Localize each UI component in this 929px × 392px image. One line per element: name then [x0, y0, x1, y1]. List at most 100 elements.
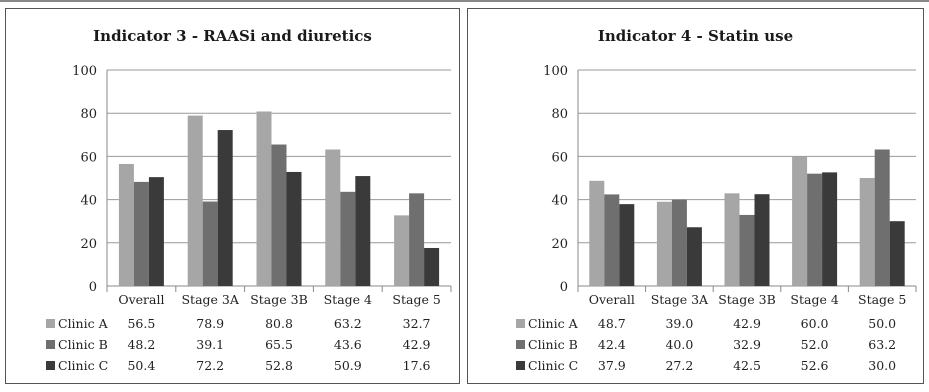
data-table-value: 48.2	[127, 337, 155, 352]
x-category-label: Overall	[589, 292, 635, 307]
y-tick-label: 0	[560, 280, 568, 295]
data-table-value: 65.5	[265, 337, 293, 352]
bar	[874, 149, 890, 286]
data-table-value: 17.6	[403, 358, 431, 373]
x-category-label: Stage 4	[790, 292, 838, 307]
bar	[859, 178, 875, 286]
bar	[424, 247, 440, 286]
x-category-label: Stage 3A	[181, 292, 239, 307]
bar	[822, 172, 838, 286]
data-table-value: 48.7	[598, 316, 626, 331]
data-table-value: 56.5	[127, 316, 155, 331]
legend-label: Clinic A	[528, 316, 579, 331]
x-category-label: Stage 3B	[250, 292, 308, 307]
bar	[724, 193, 740, 286]
bar	[286, 171, 302, 286]
legend-label: Clinic A	[58, 316, 109, 331]
x-category-label: Stage 3A	[651, 292, 709, 307]
x-category-label: Stage 4	[324, 292, 372, 307]
y-tick-label: 0	[89, 280, 97, 295]
bar	[619, 204, 635, 286]
legend-swatch	[516, 340, 525, 349]
data-table-value: 60.0	[801, 316, 829, 331]
y-tick-label: 20	[551, 237, 568, 252]
data-table-value: 52.0	[801, 337, 829, 352]
y-tick-label: 100	[72, 64, 97, 79]
top-border-line	[0, 0, 929, 2]
chart-title: Indicator 4 - Statin use	[598, 27, 793, 45]
legend-label: Clinic C	[58, 358, 108, 373]
bar	[656, 201, 672, 286]
bar	[754, 194, 770, 286]
data-table-value: 63.2	[334, 316, 362, 331]
data-table-value: 42.5	[733, 358, 761, 373]
y-tick-label: 100	[543, 64, 568, 79]
chart-panel-indicator-4: Indicator 4 - Statin use 0 20 40 60 80 100 Over…	[467, 8, 924, 384]
y-tick-label: 60	[551, 150, 568, 165]
y-tick-label: 60	[80, 150, 97, 165]
data-table-value: 78.9	[196, 316, 224, 331]
bar	[202, 201, 218, 286]
data-table-value: 50.4	[127, 358, 155, 373]
bar	[686, 227, 702, 286]
legend-label: Clinic B	[58, 337, 108, 352]
data-table-value: 43.6	[334, 337, 362, 352]
bar	[133, 181, 149, 286]
y-tick-label: 80	[551, 107, 568, 122]
data-table-value: 42.4	[598, 337, 626, 352]
y-tick-label: 40	[551, 194, 568, 209]
chart-indicator-4: Indicator 4 - Statin use 0 20 40 60 80 100 Over…	[516, 27, 917, 373]
legend-swatch	[516, 319, 525, 328]
bar	[889, 221, 905, 286]
bar	[187, 115, 203, 287]
bar	[671, 199, 687, 286]
x-category-label: Stage 5	[392, 292, 440, 307]
bar	[807, 173, 823, 286]
data-table-value: 37.9	[598, 358, 626, 373]
data-table-value: 42.9	[403, 337, 431, 352]
data-table-value: 50.0	[868, 316, 896, 331]
bar	[589, 180, 605, 286]
legend-swatch	[516, 361, 525, 370]
data-table-value: 80.8	[265, 316, 293, 331]
bar	[325, 149, 341, 286]
bar	[792, 156, 808, 286]
data-table-value: 63.2	[868, 337, 896, 352]
bar	[409, 193, 425, 286]
x-category-label: Stage 3B	[718, 292, 776, 307]
legend-label: Clinic B	[528, 337, 578, 352]
data-table-value: 32.9	[733, 337, 761, 352]
bar	[256, 111, 272, 286]
data-table-value: 30.0	[868, 358, 896, 373]
legend-swatch	[46, 340, 55, 349]
legend-swatch	[46, 361, 55, 370]
bar	[604, 194, 620, 286]
data-table-value: 39.0	[665, 316, 693, 331]
data-table-value: 52.6	[801, 358, 829, 373]
bar	[118, 163, 134, 286]
data-table-value: 40.0	[665, 337, 693, 352]
legend-label: Clinic C	[528, 358, 578, 373]
y-tick-label: 80	[80, 107, 97, 122]
data-table-value: 52.8	[265, 358, 293, 373]
chart-indicator-3: Indicator 3 - RAASi and diuretics 0 20 40 60…	[46, 27, 452, 373]
y-tick-label: 40	[80, 194, 97, 209]
data-table-value: 39.1	[196, 337, 224, 352]
y-tick-label: 20	[80, 237, 97, 252]
data-table-value: 32.7	[403, 316, 431, 331]
data-table-value: 27.2	[665, 358, 693, 373]
chart-title: Indicator 3 - RAASi and diuretics	[93, 27, 372, 45]
data-table-value: 42.9	[733, 316, 761, 331]
bar	[340, 191, 356, 286]
bar	[271, 144, 287, 286]
data-table-value: 72.2	[196, 358, 224, 373]
bar	[355, 176, 371, 286]
x-category-label: Stage 5	[858, 292, 906, 307]
legend-swatch	[46, 319, 55, 328]
chart-panel-indicator-3: Indicator 3 - RAASi and diuretics 0 20 40 60…	[5, 8, 460, 384]
bar	[217, 130, 233, 286]
bar	[148, 177, 164, 286]
data-table-value: 50.9	[334, 358, 362, 373]
bar	[394, 215, 410, 286]
bar	[739, 214, 755, 286]
